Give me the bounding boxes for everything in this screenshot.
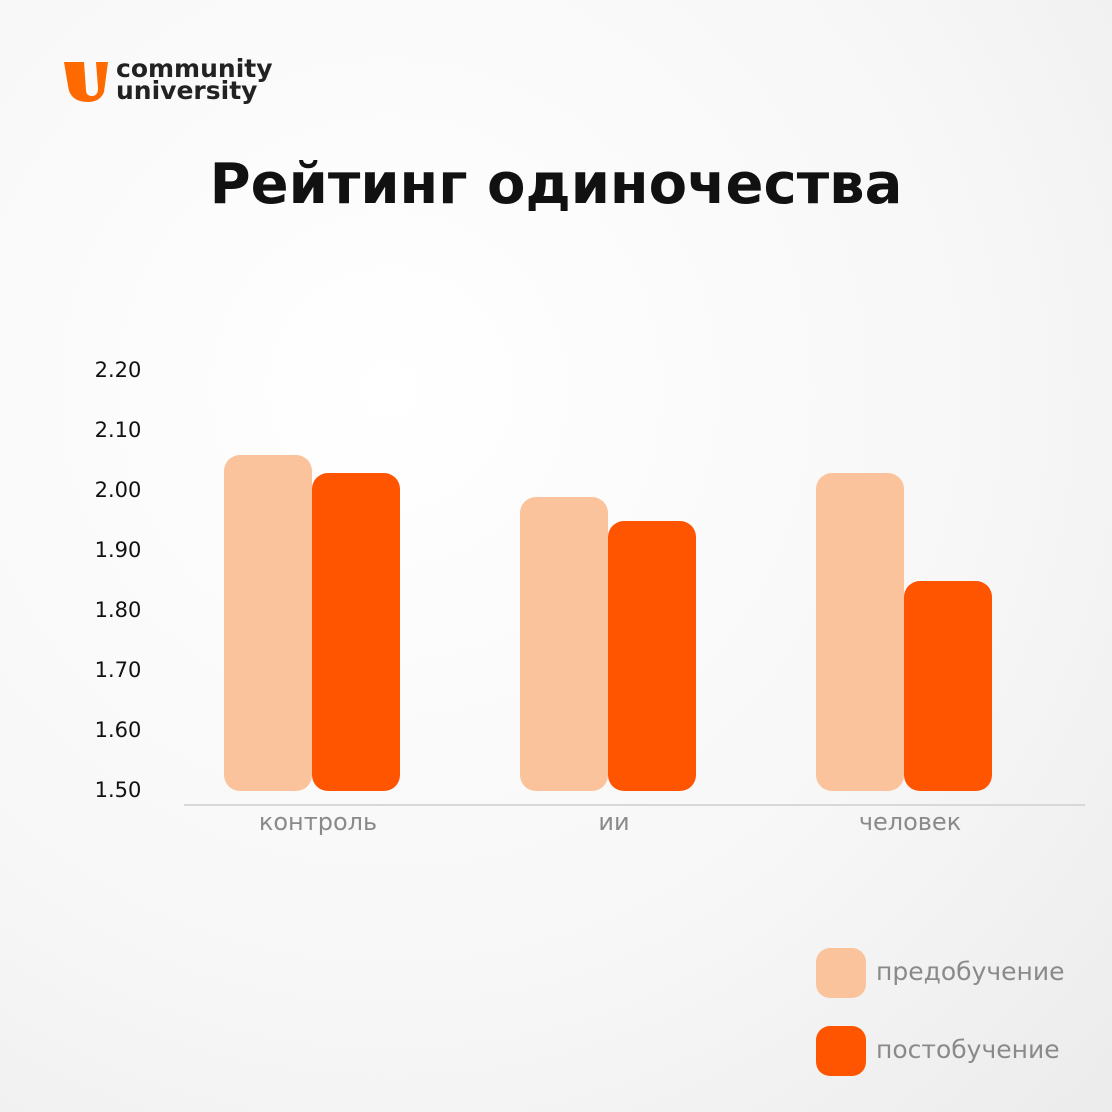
y-tick-label: 1.60 [95,718,142,742]
x-tick-label: контроль [259,808,377,836]
y-tick-label: 1.80 [95,598,142,622]
legend-label: предобучение [876,957,1065,986]
y-tick-label: 2.20 [95,358,142,382]
y-tick-label: 1.50 [95,778,142,802]
logo-text: community [116,54,273,83]
bar [312,473,400,791]
logo-text: university [116,76,257,105]
y-tick-label: 1.70 [95,658,142,682]
legend-label: постобучение [876,1035,1060,1064]
x-tick-label: ии [598,808,629,836]
logo-icon [64,62,108,102]
bar [224,455,312,791]
x-tick-label: человек [859,808,961,836]
bar [904,581,992,791]
y-tick-label: 2.00 [95,478,142,502]
bar [816,473,904,791]
chart-title: Рейтинг одиночества [210,152,903,217]
bar [520,497,608,791]
y-tick-label: 2.10 [95,418,142,442]
y-tick-label: 1.90 [95,538,142,562]
legend-swatch [816,948,866,998]
bar [608,521,696,791]
legend-swatch [816,1026,866,1076]
